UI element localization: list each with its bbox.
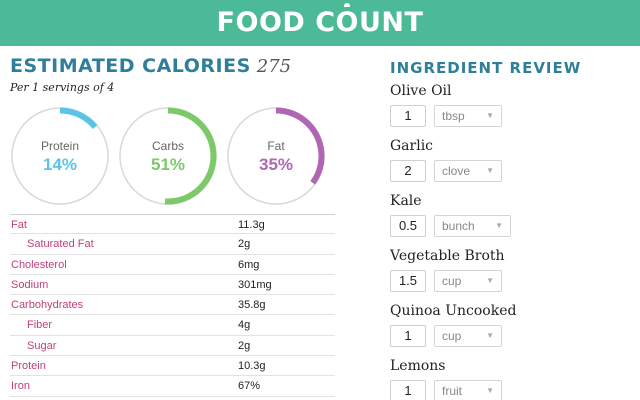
calories-heading: ESTIMATED CALORIES 275 <box>10 55 291 77</box>
nutrient-name: Sugar <box>27 339 57 352</box>
food-count-logo[interactable]: FOOD COUNT <box>0 3 640 39</box>
servings-text: Per 1 servings of 4 <box>10 81 115 94</box>
unit-select[interactable]: clove ▼ <box>434 160 502 182</box>
quantity-input[interactable]: 1 <box>390 105 426 127</box>
caret-down-icon: ▼ <box>486 386 494 395</box>
quantity-input[interactable]: 1 <box>390 380 426 400</box>
table-row: Cholesterol 6mg <box>10 255 335 275</box>
ingredient-item: Kale 0.5 bunch ▼ <box>390 193 630 245</box>
macro-percent: 14% <box>42 155 78 174</box>
macro-ring-protein: Protein 14% <box>10 106 110 206</box>
quantity-input[interactable]: 0.5 <box>390 215 426 237</box>
caret-down-icon: ▼ <box>486 331 494 340</box>
nutrient-value: 67% <box>238 380 261 393</box>
calories-title: ESTIMATED CALORIES <box>10 55 251 77</box>
table-row: Fiber 4g <box>10 315 335 336</box>
nutrient-name: Saturated Fat <box>27 238 94 251</box>
logo-text-end: UNT <box>358 7 424 38</box>
ingredient-item: Olive Oil 1 tbsp ▼ <box>390 83 630 135</box>
caret-down-icon: ▼ <box>486 111 494 120</box>
protein-ring-graphic <box>11 107 109 205</box>
nutrient-value: 10.3g <box>238 360 266 373</box>
ingredient-name: Olive Oil <box>390 83 452 99</box>
unit-value: cup <box>442 329 462 343</box>
macro-ring-fat: Fat 35% <box>226 106 326 206</box>
macro-percent: 35% <box>258 155 294 174</box>
nutrient-name: Sodium <box>11 278 49 291</box>
unit-value: clove <box>442 164 471 178</box>
caret-down-icon: ▼ <box>486 276 494 285</box>
nutrient-value: 2g <box>238 339 251 352</box>
nutrient-value: 2g <box>238 238 251 251</box>
carbs-ring-graphic <box>119 107 217 205</box>
table-row: Sugar 2g <box>10 336 335 357</box>
nutrient-value: 4g <box>238 319 251 332</box>
unit-value: cup <box>442 274 462 288</box>
macro-label: Protein <box>40 139 80 153</box>
ingredient-review-title: INGREDIENT REVIEW <box>390 59 582 77</box>
ingredient-item: Vegetable Broth 1.5 cup ▼ <box>390 248 630 300</box>
logo-o-letter: O <box>335 3 359 38</box>
app-header: FOOD COUNT <box>0 0 640 46</box>
unit-value: bunch <box>442 219 475 233</box>
calories-value: 275 <box>256 56 292 77</box>
nutrient-name: Carbohydrates <box>11 299 84 312</box>
unit-select[interactable]: cup ▼ <box>434 270 502 292</box>
unit-select[interactable]: fruit ▼ <box>434 380 502 400</box>
ingredient-name: Vegetable Broth <box>390 248 505 264</box>
table-row: Iron 67% <box>10 376 335 397</box>
macro-rings: Protein 14% Carbs 51% Fat 35% <box>10 106 340 211</box>
ingredient-item: Lemons 1 fruit ▼ <box>390 358 630 400</box>
quantity-input[interactable]: 2 <box>390 160 426 182</box>
macro-percent: 51% <box>150 155 186 174</box>
nutrient-value: 301mg <box>238 278 272 291</box>
ingredient-name: Quinoa Uncooked <box>390 303 517 319</box>
quantity-input[interactable]: 1 <box>390 325 426 347</box>
table-row: Sodium 301mg <box>10 275 335 296</box>
nutrient-name: Protein <box>11 360 46 373</box>
ingredient-name: Lemons <box>390 358 446 374</box>
table-row: Protein 10.3g <box>10 356 335 377</box>
ingredient-name: Garlic <box>390 138 434 154</box>
unit-select[interactable]: bunch ▼ <box>434 215 511 237</box>
table-row: Saturated Fat 2g <box>10 234 335 255</box>
nutrient-name: Fat <box>11 219 27 231</box>
nutrient-name: Iron <box>11 380 30 393</box>
nutrition-table: Fat 11.3g Saturated Fat 2g Cholesterol 6… <box>10 214 335 397</box>
unit-select[interactable]: tbsp ▼ <box>434 105 502 127</box>
quantity-input[interactable]: 1.5 <box>390 270 426 292</box>
nutrient-value: 11.3g <box>238 219 265 231</box>
unit-select[interactable]: cup ▼ <box>434 325 502 347</box>
nutrient-name: Fiber <box>27 319 53 332</box>
nutrient-value: 6mg <box>238 258 260 271</box>
logo-text-start: FOOD C <box>216 7 336 38</box>
macro-label: Fat <box>267 139 285 153</box>
nutrient-value: 35.8g <box>238 299 266 312</box>
ingredient-name: Kale <box>390 193 422 209</box>
ingredient-item: Garlic 2 clove ▼ <box>390 138 630 190</box>
unit-value: tbsp <box>442 109 465 123</box>
nutrient-name: Cholesterol <box>11 258 67 271</box>
table-row: Fat 11.3g <box>10 214 335 235</box>
caret-down-icon: ▼ <box>495 221 503 230</box>
fat-ring-graphic <box>227 107 325 205</box>
unit-value: fruit <box>442 384 463 398</box>
table-row: Carbohydrates 35.8g <box>10 295 335 316</box>
caret-down-icon: ▼ <box>486 166 494 175</box>
macro-ring-carbs: Carbs 51% <box>118 106 218 206</box>
macro-label: Carbs <box>151 139 184 153</box>
ingredient-item: Quinoa Uncooked 1 cup ▼ <box>390 303 630 355</box>
